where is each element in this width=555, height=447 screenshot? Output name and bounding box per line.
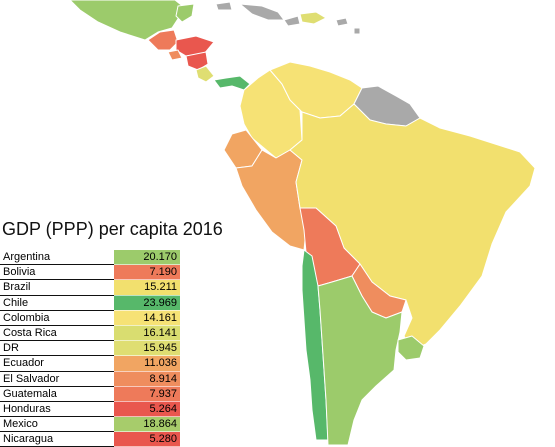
table-row: Colombia 14.161 <box>0 310 180 326</box>
country-name: Costa Rica <box>0 325 114 342</box>
gdp-value: 5.264 <box>114 401 180 418</box>
table-row: Mexico 18.864 <box>0 416 180 433</box>
table-row: DR 15.945 <box>0 340 180 357</box>
region-dominican-republic <box>299 11 327 25</box>
table-row: Argentina 20.170 <box>0 250 180 266</box>
region-caribbean-islands <box>335 17 349 27</box>
gdp-value: 15.945 <box>114 340 180 357</box>
country-name: Colombia <box>0 310 114 326</box>
country-name: Chile <box>0 295 114 311</box>
table-row: Bolivia 7.190 <box>0 264 180 281</box>
country-name: El Salvador <box>0 371 114 387</box>
country-name: Bolivia <box>0 264 114 281</box>
country-name: Brazil <box>0 279 114 296</box>
table-row: Honduras 5.264 <box>0 401 180 418</box>
map-title: GDP (PPP) per capita 2016 <box>2 219 223 239</box>
region-cuba <box>239 3 285 21</box>
region-caribbean-islands <box>215 1 233 11</box>
gdp-value: 15.211 <box>114 279 180 296</box>
country-name: Nicaragua <box>0 431 114 447</box>
gdp-table: Argentina 20.170 Bolivia 7.190 Brazil 15.211 C… <box>0 250 180 447</box>
country-name: Ecuador <box>0 355 114 372</box>
region-panama <box>213 75 251 91</box>
gdp-value: 8.914 <box>114 371 180 387</box>
region-mexico <box>69 0 186 41</box>
gdp-value: 7.937 <box>114 386 180 402</box>
country-name: DR <box>0 340 114 357</box>
table-row: Brazil 15.211 <box>0 279 180 296</box>
country-name: Honduras <box>0 401 114 418</box>
region-el-salvador <box>167 49 183 61</box>
gdp-value: 16.141 <box>114 325 180 342</box>
gdp-value: 20.170 <box>114 250 180 266</box>
gdp-value: 23.969 <box>114 295 180 311</box>
gdp-value: 18.864 <box>114 416 180 433</box>
region-honduras <box>175 35 215 57</box>
table-row: Chile 23.969 <box>0 295 180 311</box>
gdp-value: 7.190 <box>114 264 180 281</box>
gdp-value: 11.036 <box>114 355 180 372</box>
table-row: Guatemala 7.937 <box>0 386 180 402</box>
country-name: Argentina <box>0 250 114 266</box>
region-argentina <box>317 275 403 445</box>
table-row: Ecuador 11.036 <box>0 355 180 372</box>
table-row: El Salvador 8.914 <box>0 371 180 387</box>
table-row: Costa Rica 16.141 <box>0 325 180 342</box>
region-caribbean-islands <box>353 27 361 35</box>
country-name: Guatemala <box>0 386 114 402</box>
region-mexico-yucatan <box>175 3 195 23</box>
region-costa-rica <box>195 65 215 83</box>
region-caribbean-islands <box>283 15 301 27</box>
country-name: Mexico <box>0 416 114 433</box>
region-uruguay <box>397 335 425 361</box>
gdp-value: 14.161 <box>114 310 180 326</box>
